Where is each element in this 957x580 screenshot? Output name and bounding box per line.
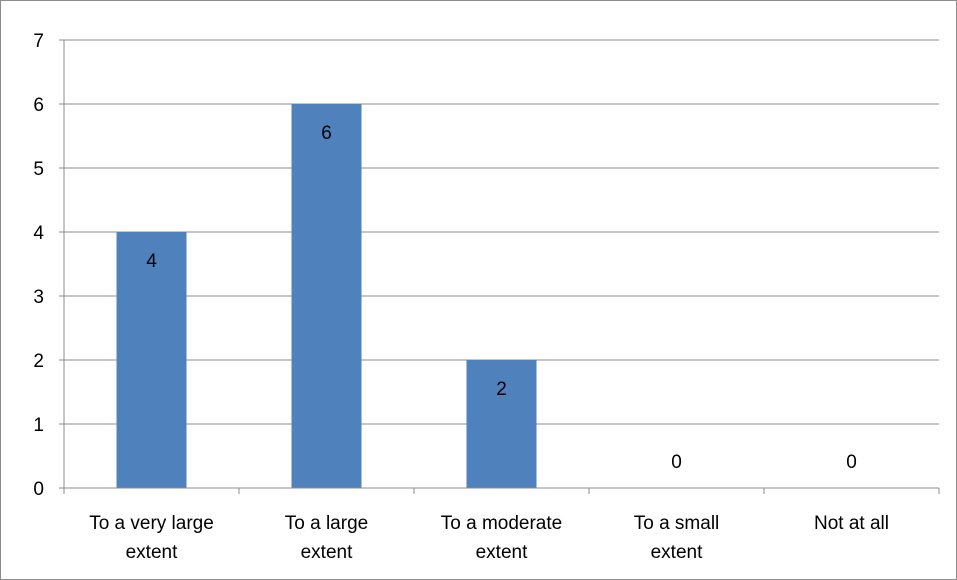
y-tick-label: 2 — [33, 351, 44, 372]
y-tick-label: 1 — [33, 415, 44, 436]
bar — [466, 360, 537, 488]
bars — [116, 104, 537, 488]
x-tick-label: To a moderate extent — [441, 513, 562, 563]
x-tick-label: Not at all — [814, 513, 889, 534]
x-axis-tick-labels: To a very large extent To a large extent To … — [89, 513, 889, 563]
y-tick-label: 6 — [33, 95, 44, 116]
gridlines — [64, 39, 939, 425]
bar — [291, 104, 362, 488]
y-axis-tick-labels: 0 1 2 3 4 5 6 7 — [33, 31, 44, 500]
data-label: 0 — [671, 452, 682, 473]
y-tick-label: 5 — [33, 159, 44, 180]
data-label: 2 — [496, 379, 507, 400]
y-tick-label: 3 — [33, 287, 44, 308]
data-labels: 4 6 2 0 0 — [146, 123, 857, 473]
axes — [59, 39, 940, 494]
x-tick-label: To a very large extent — [89, 513, 214, 563]
x-tick-label: To a small extent — [634, 513, 720, 563]
y-tick-label: 7 — [33, 31, 44, 52]
data-label: 4 — [146, 251, 157, 272]
y-tick-label: 0 — [33, 479, 44, 500]
x-tick-label: To a large extent — [285, 513, 368, 563]
bar — [116, 232, 187, 488]
y-tick-label: 4 — [33, 223, 44, 244]
data-label: 6 — [321, 123, 332, 144]
data-label: 0 — [846, 452, 857, 473]
